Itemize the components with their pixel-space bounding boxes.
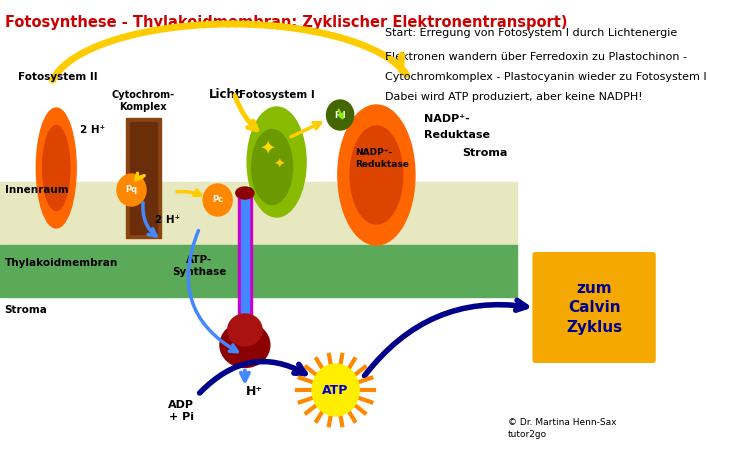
Ellipse shape	[228, 314, 262, 346]
Ellipse shape	[248, 107, 306, 217]
Text: Thylakoidmembran: Thylakoidmembran	[4, 258, 118, 268]
Bar	[242, 195, 248, 360]
Text: Pc: Pc	[212, 195, 223, 205]
Text: Dabei wird ATP produziert, aber keine NADPH!: Dabei wird ATP produziert, aber keine NA…	[386, 92, 643, 102]
Text: Stroma: Stroma	[4, 305, 47, 315]
Text: Licht: Licht	[209, 88, 242, 101]
Text: ATP-
Synthase: ATP- Synthase	[172, 255, 226, 277]
Ellipse shape	[350, 126, 403, 224]
Text: 2 H⁺: 2 H⁺	[155, 215, 180, 225]
Text: Pq: Pq	[125, 186, 137, 195]
Circle shape	[117, 174, 146, 206]
Ellipse shape	[236, 187, 254, 199]
Bar	[0, 182, 517, 247]
Text: zum
Calvin
Zyklus: zum Calvin Zyklus	[566, 281, 622, 335]
Text: Start: Erregung von Fotosystem I durch Lichtenergie: Start: Erregung von Fotosystem I durch L…	[386, 28, 678, 38]
Ellipse shape	[252, 129, 292, 205]
Circle shape	[312, 364, 359, 416]
Text: NADP⁺-: NADP⁺-	[356, 148, 393, 157]
Text: Komplex: Komplex	[119, 102, 167, 112]
Text: 2 H⁺: 2 H⁺	[80, 125, 105, 135]
Ellipse shape	[338, 105, 415, 245]
Text: Cytochrom-: Cytochrom-	[112, 90, 175, 100]
Text: Fd: Fd	[334, 110, 346, 120]
Text: Reduktase: Reduktase	[356, 160, 410, 169]
Ellipse shape	[36, 108, 76, 228]
Bar	[126, 118, 160, 238]
Bar	[238, 195, 252, 360]
Text: Fotosynthese - Thylakoidmembran: Zyklischer Elektronentransport): Fotosynthese - Thylakoidmembran: Zyklisc…	[4, 15, 567, 30]
Circle shape	[203, 184, 232, 216]
Text: Cytochromkomplex - Plastocyanin wieder zu Fotosystem I: Cytochromkomplex - Plastocyanin wieder z…	[386, 72, 707, 82]
Text: Fotosystem II: Fotosystem II	[18, 72, 98, 82]
Bar	[130, 122, 157, 234]
Text: ATP: ATP	[322, 383, 349, 396]
Text: © Dr. Martina Henn-Sax
tutor2go: © Dr. Martina Henn-Sax tutor2go	[508, 418, 616, 439]
Text: Fotosystem I: Fotosystem I	[238, 90, 314, 100]
Text: ✦: ✦	[260, 139, 276, 158]
Text: ✦: ✦	[274, 158, 285, 172]
Text: ADP
+ Pi: ADP + Pi	[169, 400, 194, 422]
Text: Stroma: Stroma	[463, 148, 508, 158]
Ellipse shape	[43, 126, 70, 211]
Bar	[0, 245, 517, 297]
Text: NADP⁺-: NADP⁺-	[424, 114, 470, 124]
Text: Innenraum: Innenraum	[4, 185, 68, 195]
Text: H⁺: H⁺	[245, 385, 262, 398]
FancyBboxPatch shape	[532, 252, 656, 363]
Text: Elektronen wandern über Ferredoxin zu Plastochinon -: Elektronen wandern über Ferredoxin zu Pl…	[386, 52, 688, 62]
Text: Reduktase: Reduktase	[424, 130, 490, 140]
Circle shape	[326, 100, 354, 130]
Ellipse shape	[220, 322, 270, 367]
